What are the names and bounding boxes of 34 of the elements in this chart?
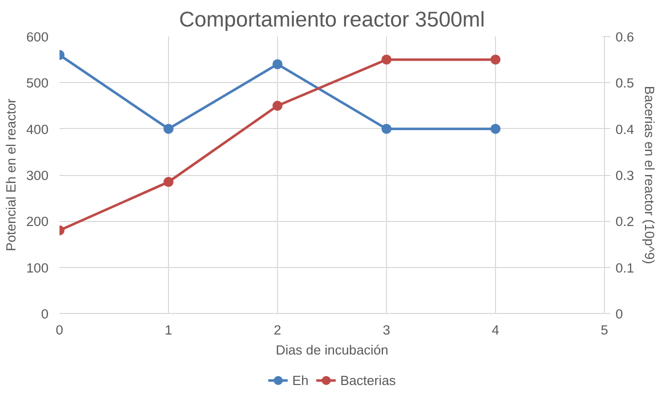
y-axis-title: Potencial Eh en el reactor [3, 98, 18, 252]
y-tick-label: 100 [26, 260, 49, 276]
y-tick-label: 500 [26, 76, 49, 91]
y-tick-label: 300 [26, 168, 49, 183]
y2-tick-label: 0.4 [616, 122, 635, 137]
y-tick-label: 200 [26, 214, 49, 230]
y2-tick-label: 0.1 [616, 260, 634, 276]
point [272, 59, 282, 70]
chart-title: Comportamiento reactor 3500ml [179, 8, 485, 32]
point [164, 124, 174, 134]
legend-label: Bacterias [340, 372, 396, 388]
x-tick-label: 4 [492, 322, 500, 338]
y-tick-label: 400 [26, 122, 49, 137]
point [490, 124, 500, 134]
point [382, 54, 392, 65]
y2-tick-label: 0.5 [616, 76, 634, 91]
y-tick-label: 600 [26, 30, 49, 44]
y2-tick-label: 0.3 [616, 168, 634, 183]
x-axis-title: Dias de incubación [276, 342, 388, 358]
y2-tick-label: 0.6 [616, 30, 634, 44]
point [490, 54, 500, 65]
y-tick-label: 0 [41, 306, 49, 322]
x-tick-label: 0 [56, 322, 64, 338]
y2-axis-title: Bacerias en el reactor (10p^9) [642, 86, 658, 264]
point [164, 176, 174, 187]
x-tick-label: 2 [274, 322, 282, 338]
x-tick-label: 5 [600, 322, 608, 338]
point [382, 124, 392, 134]
legend-label: Eh [292, 372, 310, 388]
x-tick-label: 3 [382, 322, 390, 338]
y2-tick-label: 0.2 [616, 214, 634, 230]
y2-tick-label: 0 [616, 306, 623, 322]
point [272, 100, 282, 111]
x-tick-label: 1 [164, 322, 172, 338]
